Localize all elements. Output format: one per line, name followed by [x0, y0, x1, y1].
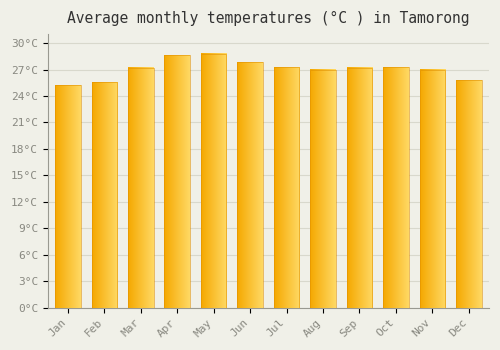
Bar [55, 85, 80, 308]
Bar [238, 62, 263, 308]
Bar [346, 68, 372, 308]
Bar [456, 80, 481, 308]
Bar [92, 82, 117, 308]
Bar [201, 54, 226, 308]
Title: Average monthly temperatures (°C ) in Tamorong: Average monthly temperatures (°C ) in Ta… [67, 11, 469, 26]
Bar [128, 68, 154, 308]
Bar [383, 67, 408, 308]
Bar [164, 55, 190, 308]
Bar [310, 70, 336, 308]
Bar [420, 70, 445, 308]
Bar [274, 67, 299, 308]
